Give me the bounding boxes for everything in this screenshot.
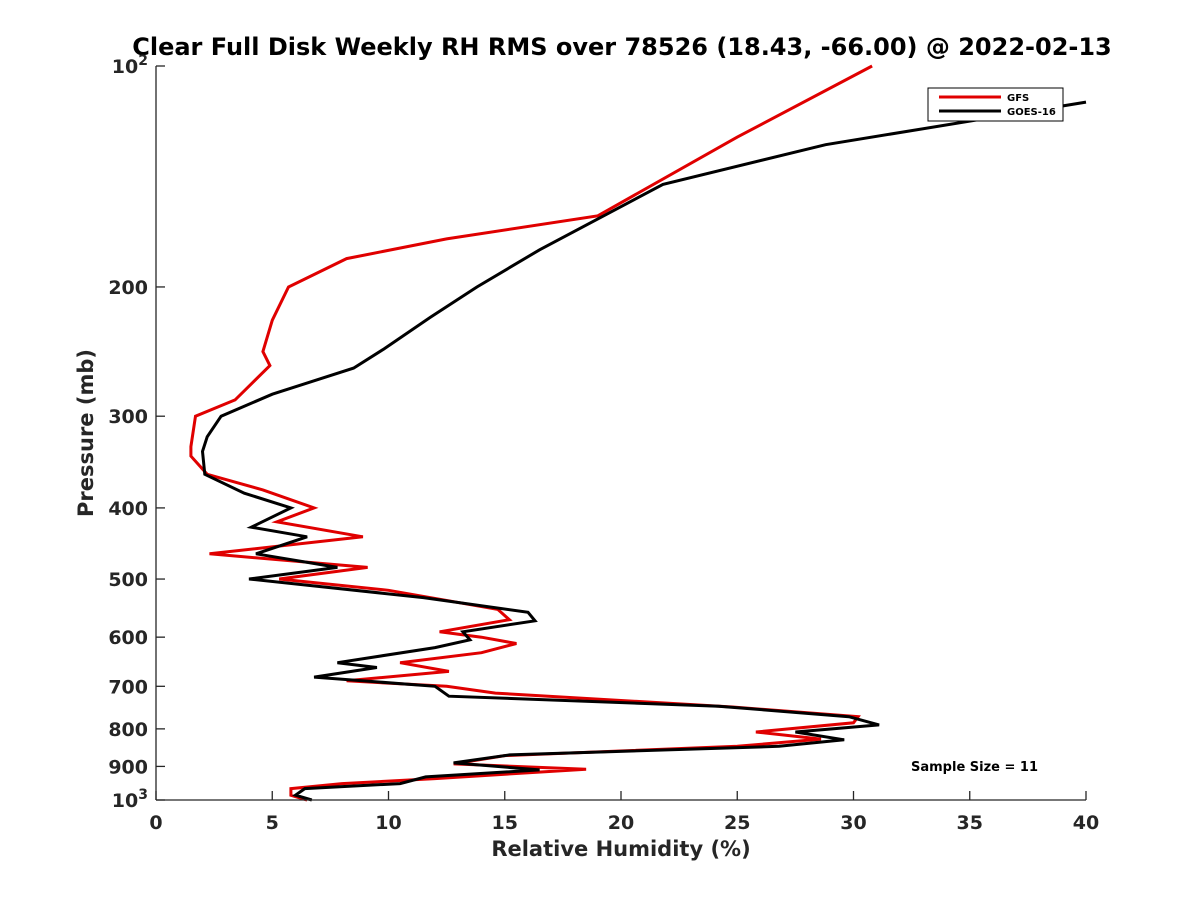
y-tick-label: 200 [108, 277, 148, 299]
y-tick-label: 300 [108, 406, 148, 428]
legend-label-gfs: GFS [1007, 93, 1029, 104]
x-tick-label: 5 [266, 812, 279, 834]
x-tick-label: 15 [492, 812, 518, 834]
series-layer [189, 64, 1087, 802]
x-tick-label: 10 [375, 812, 401, 834]
y-axis-label: Pressure (mb) [74, 349, 98, 517]
x-tick-label: 20 [608, 812, 634, 834]
sample-size-annotation: Sample Size = 11 [911, 760, 1038, 775]
series-line-gfs [189, 64, 873, 802]
x-tick-label: 0 [149, 812, 162, 834]
series-line-goes16 [200, 100, 1087, 802]
y-tick-label: 102 [112, 53, 148, 78]
legend-box [927, 87, 1064, 122]
x-axis-label: Relative Humidity (%) [491, 837, 750, 861]
x-axis-ticks: 0 5 10 15 20 25 30 35 40 [149, 791, 1099, 834]
legend: GFS GOES-16 [927, 87, 1064, 122]
y-axis-ticks: 102 200 300 400 500 600 700 800 900 103 [108, 53, 165, 812]
y-tick-label: 500 [108, 569, 148, 591]
chart-title: Clear Full Disk Weekly RH RMS over 78526… [132, 33, 1112, 61]
x-tick-label: 35 [957, 812, 983, 834]
y-tick-label: 800 [108, 719, 148, 741]
y-tick-label: 103 [112, 787, 148, 812]
x-tick-label: 40 [1073, 812, 1099, 834]
y-tick-label: 400 [108, 498, 148, 520]
y-tick-label: 900 [108, 756, 148, 778]
x-tick-label: 30 [840, 812, 866, 834]
legend-label-goes16: GOES-16 [1007, 107, 1056, 118]
x-tick-label: 25 [724, 812, 750, 834]
y-tick-label: 600 [108, 627, 148, 649]
y-tick-label: 700 [108, 676, 148, 698]
